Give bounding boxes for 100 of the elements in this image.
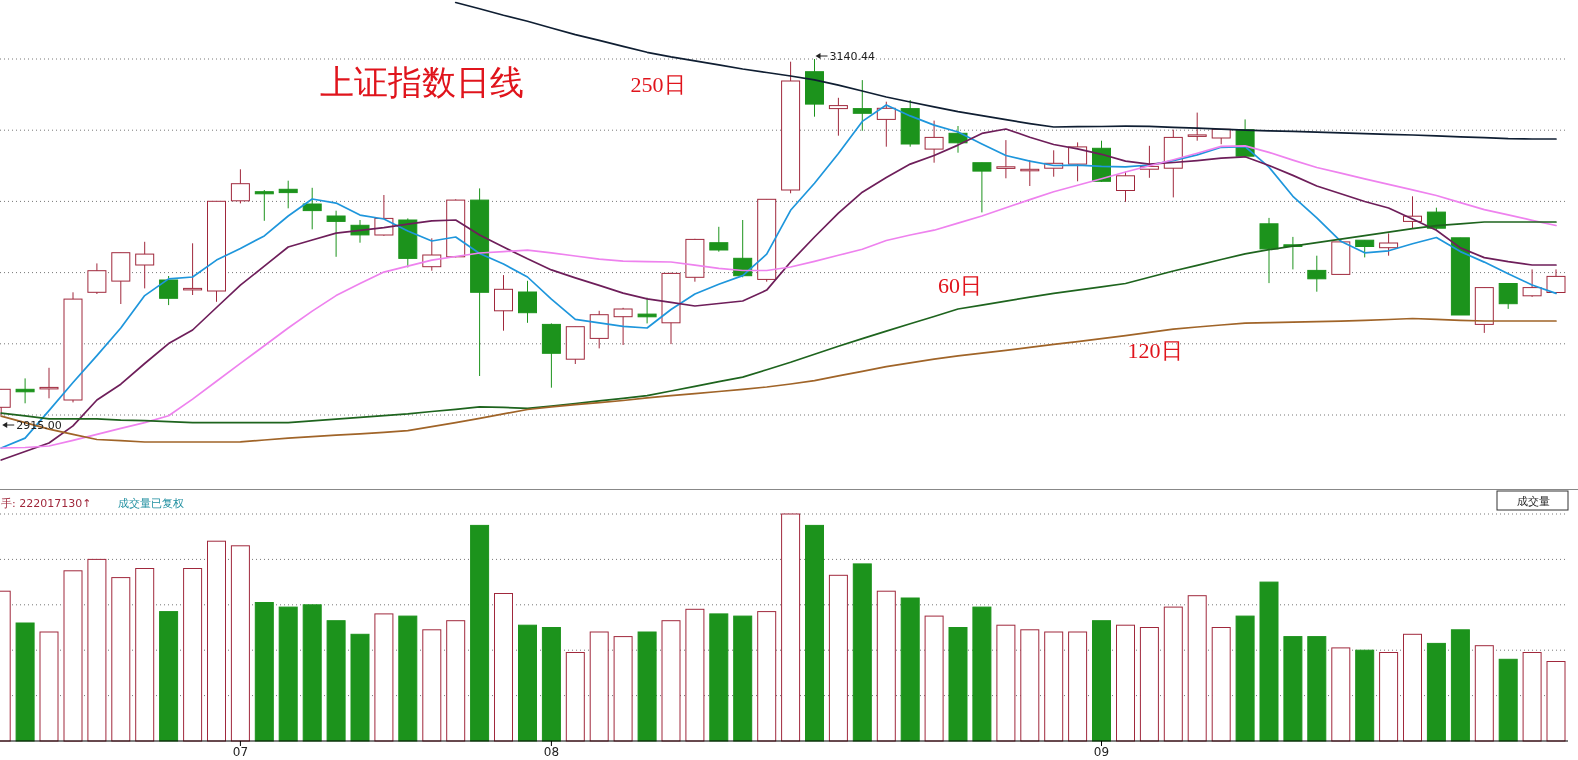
bar	[39, 631, 59, 742]
bar	[63, 570, 83, 742]
bar	[541, 627, 561, 742]
bar	[135, 568, 155, 742]
bar	[470, 524, 490, 742]
bar	[996, 624, 1016, 742]
bar	[207, 540, 226, 742]
candlestick	[1187, 112, 1207, 142]
bar	[1139, 627, 1159, 742]
bar	[852, 563, 872, 742]
candlestick	[87, 262, 107, 295]
bar	[1426, 642, 1446, 742]
text: 成交量已复权	[118, 496, 184, 510]
candlestick	[828, 97, 848, 137]
bar	[589, 631, 609, 742]
bar	[1211, 627, 1231, 742]
candlestick	[278, 180, 298, 209]
bar	[781, 513, 801, 742]
bar	[924, 615, 944, 742]
bar	[1355, 649, 1375, 742]
bar	[350, 633, 370, 742]
candlestick	[876, 101, 896, 148]
bar	[15, 622, 35, 742]
candlestick	[1522, 268, 1542, 298]
candlestick	[637, 297, 657, 324]
bar	[1331, 647, 1351, 742]
candlestick	[972, 162, 992, 213]
bar	[685, 608, 705, 742]
candlestick	[39, 367, 59, 399]
chart-title: 上证指数日线	[320, 63, 524, 101]
candlestick	[254, 189, 274, 222]
bar	[1020, 629, 1040, 742]
bar	[828, 574, 848, 742]
bar	[1498, 658, 1518, 742]
bar	[1116, 624, 1135, 742]
candlestick	[326, 210, 346, 258]
candlestick	[1498, 283, 1518, 310]
candlestick	[135, 241, 155, 289]
candlestick	[183, 242, 203, 296]
bar	[518, 624, 537, 742]
text: 手: 222017130↑	[1, 496, 92, 510]
candlestick	[230, 168, 250, 204]
bar	[230, 545, 250, 742]
bar	[183, 568, 203, 742]
bar	[565, 652, 585, 742]
candlestick	[494, 274, 513, 332]
bar	[326, 620, 346, 742]
bar	[111, 577, 131, 742]
bar	[278, 606, 298, 742]
bar	[302, 604, 322, 742]
bar	[494, 593, 513, 742]
bar	[757, 611, 777, 742]
bar	[1259, 581, 1279, 742]
bar	[1092, 620, 1111, 742]
bar	[948, 627, 968, 742]
bar	[159, 611, 179, 742]
bar	[1474, 645, 1494, 742]
bar	[1283, 636, 1303, 742]
bar	[876, 590, 896, 742]
bar	[900, 597, 920, 742]
bar	[1522, 652, 1542, 742]
bar	[1068, 631, 1088, 742]
candlestick	[589, 310, 609, 349]
candlestick	[1116, 171, 1135, 203]
candlestick	[709, 226, 729, 253]
bar	[613, 636, 633, 742]
bar	[661, 620, 681, 742]
series-label: 60日	[938, 272, 982, 298]
candlestick	[996, 139, 1016, 179]
bar	[1450, 629, 1470, 742]
candlestick	[302, 187, 322, 230]
bar	[446, 620, 466, 742]
bar	[1163, 606, 1183, 742]
candlestick	[518, 280, 537, 324]
x-tick-label: 07	[232, 745, 249, 759]
bar	[422, 629, 442, 742]
bar	[87, 558, 107, 742]
candlestick	[1379, 232, 1399, 257]
bar	[1187, 595, 1207, 742]
candlestick	[159, 275, 179, 306]
bar	[805, 524, 824, 742]
candlestick	[924, 120, 944, 164]
bar	[1546, 661, 1566, 742]
annotation: 3140.44	[829, 49, 875, 63]
bar	[733, 615, 753, 742]
bar	[254, 602, 274, 742]
candlestick	[15, 377, 35, 404]
bar	[709, 613, 729, 742]
text: 成交量	[1516, 494, 1550, 508]
bar	[1235, 615, 1255, 742]
bar	[1379, 652, 1399, 742]
bar	[1044, 631, 1064, 742]
x-tick-label: 08	[543, 745, 560, 759]
bar	[1403, 633, 1422, 742]
bar	[972, 606, 992, 742]
candlestick	[1307, 255, 1327, 293]
series-label: 120日	[1127, 337, 1183, 363]
x-tick-label: 09	[1093, 745, 1110, 759]
bar	[398, 615, 418, 742]
bar	[374, 613, 394, 742]
